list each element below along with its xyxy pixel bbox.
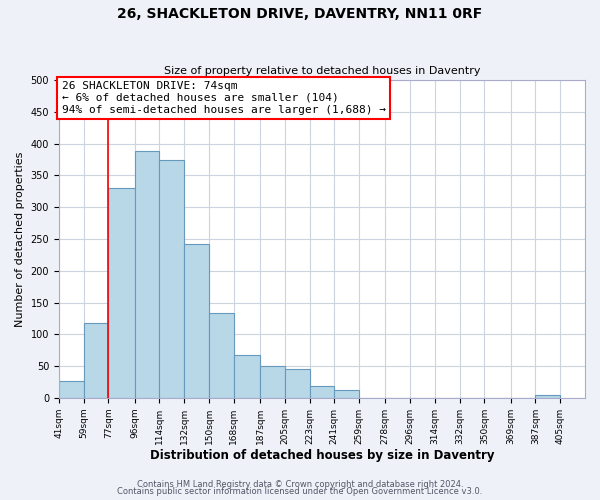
Bar — [134, 151, 160, 398]
Text: 26 SHACKLETON DRIVE: 74sqm
← 6% of detached houses are smaller (104)
94% of semi: 26 SHACKLETON DRIVE: 74sqm ← 6% of detac… — [62, 82, 386, 114]
X-axis label: Distribution of detached houses by size in Daventry: Distribution of detached houses by size … — [150, 450, 494, 462]
Bar — [109, 188, 134, 398]
Bar — [234, 354, 260, 398]
Text: Contains public sector information licensed under the Open Government Licence v3: Contains public sector information licen… — [118, 488, 482, 496]
Bar — [83, 323, 109, 398]
Bar — [334, 390, 359, 398]
Y-axis label: Number of detached properties: Number of detached properties — [15, 152, 25, 326]
Text: Contains HM Land Registry data © Crown copyright and database right 2024.: Contains HM Land Registry data © Crown c… — [137, 480, 463, 489]
Bar — [285, 369, 310, 398]
Bar — [160, 160, 184, 398]
Text: 26, SHACKLETON DRIVE, DAVENTRY, NN11 0RF: 26, SHACKLETON DRIVE, DAVENTRY, NN11 0RF — [118, 8, 482, 22]
Bar — [184, 244, 209, 398]
Bar — [535, 394, 560, 398]
Bar — [310, 386, 334, 398]
Bar — [260, 366, 285, 398]
Title: Size of property relative to detached houses in Daventry: Size of property relative to detached ho… — [164, 66, 480, 76]
Bar — [59, 380, 83, 398]
Bar — [209, 314, 234, 398]
